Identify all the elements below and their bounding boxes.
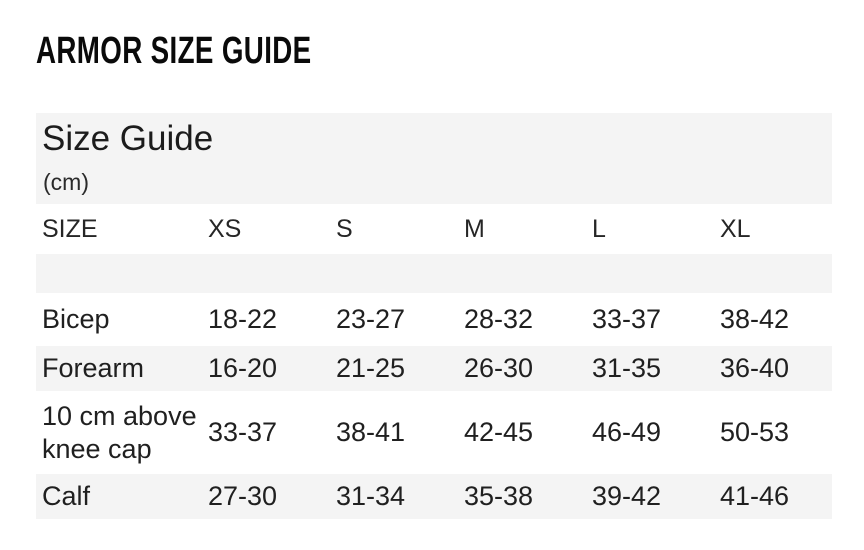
value-cell: 46-49	[592, 417, 662, 447]
value-cell: 23-27	[336, 304, 406, 334]
row-label-cell: 10 cm above knee cap	[42, 400, 197, 464]
size-guide-header-band: Size Guide (cm)	[36, 113, 832, 204]
value-cell: 50-53	[720, 417, 790, 447]
value-cell	[586, 254, 714, 293]
column-header-size: SIZE	[42, 214, 98, 243]
value-cell: 21-25	[336, 353, 406, 383]
value-cell	[714, 254, 832, 293]
value-cell: 33-37	[208, 417, 278, 447]
size-guide-table: SIZE XS S M L XL Bicep	[36, 204, 832, 519]
table-row-forearm: Forearm 16-20 21-25 26-30 31-35 36-40	[36, 346, 832, 391]
value-cell	[458, 254, 586, 293]
value-cell: 28-32	[464, 304, 534, 334]
value-cell: 41-46	[720, 481, 790, 511]
size-guide-unit: (cm)	[43, 169, 89, 195]
value-cell: 38-41	[336, 417, 406, 447]
value-cell: 31-34	[336, 481, 406, 511]
column-header-s: S	[336, 214, 353, 243]
row-label-cell	[36, 254, 202, 293]
table-row-bicep: Bicep 18-22 23-27 28-32 33-37 38-42	[36, 293, 832, 346]
value-cell	[202, 254, 330, 293]
table-row-calf: Calf 27-30 31-34 35-38 39-42 41-46	[36, 474, 832, 519]
value-cell	[330, 254, 458, 293]
value-cell: 27-30	[208, 481, 278, 511]
column-header-l: L	[592, 214, 606, 243]
row-label-cell: Bicep	[42, 304, 110, 334]
page-title-text: ARMOR SIZE GUIDE	[36, 30, 312, 72]
value-cell: 38-42	[720, 304, 790, 334]
value-cell: 42-45	[464, 417, 534, 447]
table-row-spacer	[36, 254, 832, 293]
row-label-cell: Calf	[42, 481, 91, 511]
column-header-xl: XL	[720, 214, 751, 243]
table-header-row: SIZE XS S M L XL	[36, 204, 832, 254]
row-label-cell: Forearm	[42, 353, 145, 383]
value-cell: 18-22	[208, 304, 278, 334]
size-guide-page: ARMOR SIZE GUIDE Size Guide (cm) SIZE XS…	[0, 30, 864, 519]
value-cell: 39-42	[592, 481, 662, 511]
size-guide-heading: Size Guide	[42, 119, 214, 158]
value-cell: 31-35	[592, 353, 662, 383]
table-row-knee: 10 cm above knee cap 33-37 38-41 42-45 4…	[36, 391, 832, 474]
value-cell: 36-40	[720, 353, 790, 383]
column-header-xs: XS	[208, 214, 242, 243]
value-cell: 26-30	[464, 353, 534, 383]
size-guide-section: Size Guide (cm) SIZE XS S M L XL	[36, 113, 832, 519]
value-cell: 16-20	[208, 353, 278, 383]
value-cell: 33-37	[592, 304, 662, 334]
value-cell: 35-38	[464, 481, 534, 511]
column-header-m: M	[464, 214, 485, 243]
page-title: ARMOR SIZE GUIDE	[36, 30, 864, 72]
